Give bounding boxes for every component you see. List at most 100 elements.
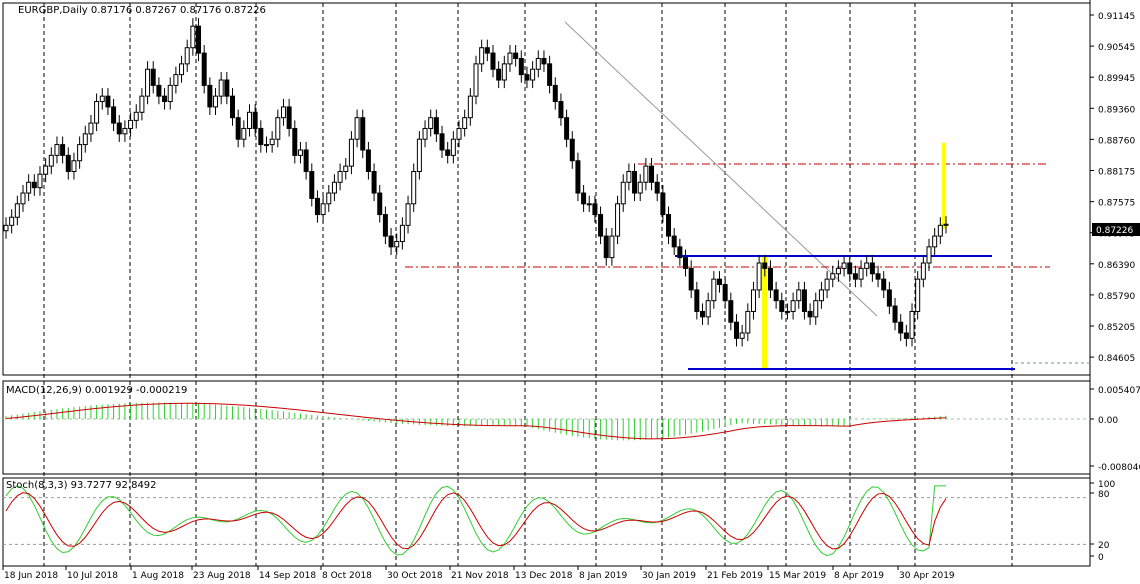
candle-body	[756, 262, 762, 291]
candle-body	[733, 321, 739, 339]
candle-body	[903, 332, 909, 339]
price-axis-label: 0.84605	[1098, 354, 1135, 364]
candle-body	[569, 138, 575, 162]
candle-body	[246, 111, 252, 129]
stochastic-indicator	[3, 485, 1090, 557]
candle-body	[564, 117, 570, 140]
current-price-value: 0.87226	[1096, 226, 1133, 236]
candle-body	[830, 273, 836, 280]
candle-body	[603, 235, 609, 259]
candle-body	[666, 214, 672, 237]
grid-lines	[43, 3, 1013, 566]
candle-body	[280, 106, 286, 119]
stoch-label: Stoch(8,3,3) 93.7277 92.8492	[6, 480, 157, 491]
candle-body	[116, 122, 122, 135]
candle-body	[745, 310, 751, 334]
candle-body	[320, 203, 326, 216]
candle-body	[31, 181, 37, 189]
candle-body	[326, 192, 332, 205]
candle-body	[881, 278, 887, 291]
time-axis-label: 30 Oct 2018	[387, 571, 443, 581]
candle-body	[3, 224, 9, 232]
candle-body	[343, 165, 349, 173]
candle-body	[207, 84, 213, 108]
time-axis-label: 15 Mar 2019	[769, 571, 826, 581]
chart-background	[2, 0, 1091, 567]
candle-body	[445, 149, 451, 156]
candle-body	[156, 84, 162, 97]
time-axis-label: 1 Aug 2018	[132, 571, 184, 581]
candle-body	[909, 310, 915, 339]
stoch-axis-label: 80	[1098, 490, 1110, 500]
candle-body	[864, 262, 870, 269]
macd-label: MACD(12,26,9) 0.001929 -0.000219	[6, 385, 187, 396]
candle-body	[581, 192, 587, 205]
time-axis-label: 21 Feb 2019	[707, 571, 763, 581]
candle-body	[518, 57, 524, 76]
price-axis-label: 0.87575	[1098, 199, 1135, 209]
candle-body	[371, 171, 377, 194]
candle-body	[654, 181, 660, 194]
candle-body	[847, 262, 853, 275]
candle-body	[711, 278, 717, 302]
candle-body	[77, 144, 83, 162]
candle-body	[450, 138, 456, 156]
candle-body	[201, 52, 207, 86]
candle-body	[377, 192, 383, 216]
current-price-badge	[1092, 223, 1140, 236]
candle-body	[37, 173, 43, 189]
candle-body	[456, 127, 462, 140]
symbol-title: EURGBP,Daily 0.87176 0.87267 0.87176 0.8…	[18, 5, 266, 16]
time-axis-label: 13 Dec 2018	[515, 571, 573, 581]
chart-overlays	[405, 21, 1090, 370]
candle-body	[48, 154, 54, 167]
candle-body	[314, 197, 320, 216]
price-panel	[2, 2, 1091, 376]
candle-body	[382, 214, 388, 237]
candle-body	[190, 25, 196, 49]
candle-body	[869, 262, 875, 275]
candle-body	[14, 203, 20, 218]
macd-indicator	[3, 402, 1090, 441]
candle-body	[162, 95, 168, 103]
highlight-bar-2	[942, 143, 946, 229]
candle-body	[428, 117, 434, 129]
candle-body	[637, 181, 643, 194]
candle-body	[626, 171, 632, 183]
candle-body	[722, 284, 728, 302]
candle-body	[937, 224, 943, 237]
candle-body	[598, 214, 604, 237]
macd-signal-line	[5, 402, 947, 440]
candle-body	[230, 95, 236, 119]
candlestick-series	[3, 18, 949, 347]
candle-body	[592, 203, 598, 216]
candle-body	[801, 289, 807, 312]
candle-body	[852, 273, 858, 280]
candle-body	[105, 95, 111, 108]
price-axis-label: 0.85790	[1098, 292, 1135, 302]
time-axis-label: 23 Aug 2018	[193, 571, 251, 581]
candle-body	[728, 300, 734, 323]
time-axis-label: 8 Jan 2019	[579, 571, 627, 581]
candle-body	[490, 52, 496, 70]
candle-body	[467, 95, 473, 119]
candle-body	[762, 262, 768, 269]
candle-body	[779, 300, 785, 312]
candle-body	[82, 133, 88, 146]
candle-body	[773, 289, 779, 302]
stoch-signal-line	[5, 492, 947, 550]
candle-body	[920, 262, 926, 280]
time-axis-label: 8 Apr 2019	[834, 571, 884, 581]
time-axis-label: 10 Jul 2018	[67, 571, 118, 581]
price-axis-label: 0.85205	[1098, 323, 1135, 333]
candle-body	[303, 149, 309, 173]
candle-body	[558, 101, 564, 119]
candle-body	[807, 310, 813, 318]
candle-body	[9, 216, 15, 226]
candle-body	[433, 117, 439, 135]
candle-body	[632, 171, 638, 194]
candle-body	[422, 127, 428, 140]
candle-body	[784, 310, 790, 313]
candle-body	[269, 138, 275, 146]
